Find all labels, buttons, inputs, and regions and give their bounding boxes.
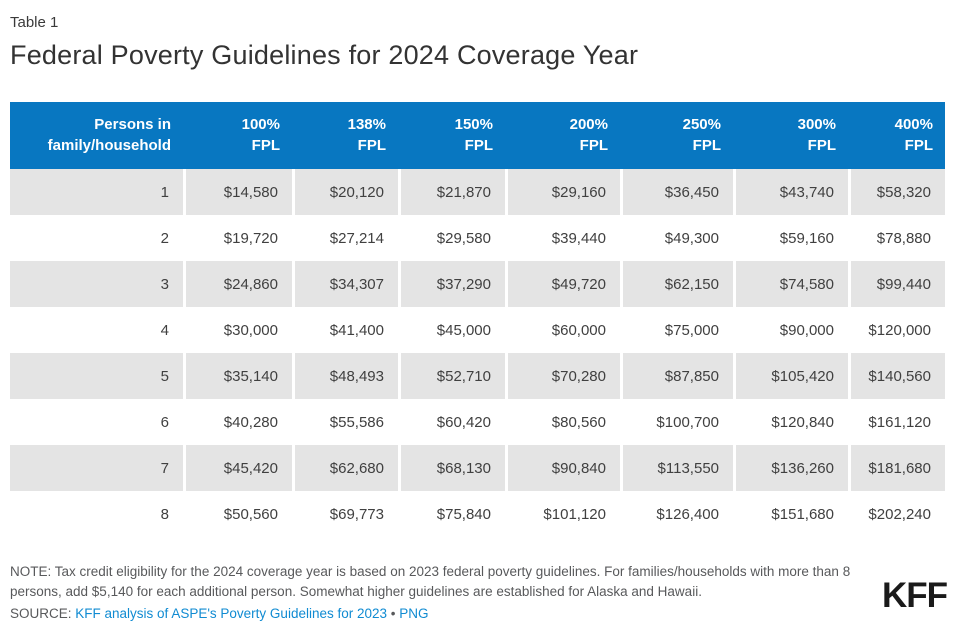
amount-cell: $62,680 (292, 445, 398, 491)
table-row: 3 $24,860 $34,307 $37,290 $49,720 $62,150 $74,… (10, 261, 945, 307)
column-header-7: 400% FPL (848, 102, 945, 169)
amount-cell: $80,560 (505, 399, 620, 445)
amount-cell: $49,300 (620, 215, 733, 261)
persons-cell: 2 (10, 215, 183, 261)
persons-cell: 6 (10, 399, 183, 445)
table-row: 1 $14,580 $20,120 $21,870 $29,160 $36,450 $43,… (10, 169, 945, 215)
amount-cell: $37,290 (398, 261, 505, 307)
persons-cell: 1 (10, 169, 183, 215)
amount-cell: $52,710 (398, 353, 505, 399)
amount-cell: $55,586 (292, 399, 398, 445)
amount-cell: $34,307 (292, 261, 398, 307)
persons-cell: 8 (10, 491, 183, 537)
amount-cell: $100,700 (620, 399, 733, 445)
table-row: 6 $40,280 $55,586 $60,420 $80,560 $100,700 $12… (10, 399, 945, 445)
amount-cell: $113,550 (620, 445, 733, 491)
column-header-6: 300% FPL (733, 102, 848, 169)
amount-cell: $75,000 (620, 307, 733, 353)
amount-cell: $126,400 (620, 491, 733, 537)
amount-cell: $14,580 (183, 169, 292, 215)
table-row: 2 $19,720 $27,214 $29,580 $39,440 $49,300 $59,… (10, 215, 945, 261)
column-header-1: 100% FPL (183, 102, 292, 169)
amount-cell: $29,160 (505, 169, 620, 215)
amount-cell: $45,420 (183, 445, 292, 491)
column-header-0: Persons in family/household (10, 102, 183, 169)
amount-cell: $99,440 (848, 261, 945, 307)
amount-cell: $120,000 (848, 307, 945, 353)
amount-cell: $36,450 (620, 169, 733, 215)
source-label: SOURCE: (10, 606, 72, 621)
amount-cell: $90,840 (505, 445, 620, 491)
persons-cell: 4 (10, 307, 183, 353)
persons-cell: 7 (10, 445, 183, 491)
amount-cell: $20,120 (292, 169, 398, 215)
amount-cell: $19,720 (183, 215, 292, 261)
amount-cell: $49,720 (505, 261, 620, 307)
amount-cell: $181,680 (848, 445, 945, 491)
amount-cell: $30,000 (183, 307, 292, 353)
amount-cell: $41,400 (292, 307, 398, 353)
amount-cell: $60,000 (505, 307, 620, 353)
table-header: Persons in family/household 100% FPL 138% … (10, 102, 945, 169)
amount-cell: $68,130 (398, 445, 505, 491)
table-row: 8 $50,560 $69,773 $75,840 $101,120 $126,400 $1… (10, 491, 945, 537)
footer: NOTE: Tax credit eligibility for the 202… (10, 562, 945, 624)
note-text: NOTE: Tax credit eligibility for the 202… (10, 564, 851, 599)
png-link[interactable]: PNG (399, 606, 429, 621)
table-row: 4 $30,000 $41,400 $45,000 $60,000 $75,000 $90,… (10, 307, 945, 353)
kff-logo: KFF (881, 576, 948, 615)
source-line: SOURCE: KFF analysis of ASPE's Poverty G… (10, 604, 945, 624)
amount-cell: $27,214 (292, 215, 398, 261)
amount-cell: $48,493 (292, 353, 398, 399)
amount-cell: $35,140 (183, 353, 292, 399)
column-header-5: 250% FPL (620, 102, 733, 169)
amount-cell: $202,240 (848, 491, 945, 537)
table-label: Table 1 (10, 14, 59, 31)
table-row: 7 $45,420 $62,680 $68,130 $90,840 $113,550 $13… (10, 445, 945, 491)
amount-cell: $75,840 (398, 491, 505, 537)
amount-cell: $90,000 (733, 307, 848, 353)
column-header-2: 138% FPL (292, 102, 398, 169)
table-header-row: Persons in family/household 100% FPL 138% … (10, 102, 945, 169)
amount-cell: $45,000 (398, 307, 505, 353)
amount-cell: $101,120 (505, 491, 620, 537)
amount-cell: $43,740 (733, 169, 848, 215)
amount-cell: $50,560 (183, 491, 292, 537)
amount-cell: $39,440 (505, 215, 620, 261)
amount-cell: $120,840 (733, 399, 848, 445)
persons-cell: 3 (10, 261, 183, 307)
amount-cell: $40,280 (183, 399, 292, 445)
separator-dot: • (390, 606, 396, 621)
amount-cell: $136,260 (733, 445, 848, 491)
amount-cell: $161,120 (848, 399, 945, 445)
amount-cell: $105,420 (733, 353, 848, 399)
source-link[interactable]: KFF analysis of ASPE's Poverty Guideline… (75, 606, 388, 621)
amount-cell: $21,870 (398, 169, 505, 215)
amount-cell: $29,580 (398, 215, 505, 261)
amount-cell: $59,160 (733, 215, 848, 261)
amount-cell: $62,150 (620, 261, 733, 307)
amount-cell: $24,860 (183, 261, 292, 307)
column-header-4: 200% FPL (505, 102, 620, 169)
fpl-guidelines-table: Persons in family/household 100% FPL 138% … (10, 102, 945, 537)
column-header-3: 150% FPL (398, 102, 505, 169)
amount-cell: $78,880 (848, 215, 945, 261)
amount-cell: $151,680 (733, 491, 848, 537)
amount-cell: $70,280 (505, 353, 620, 399)
amount-cell: $58,320 (848, 169, 945, 215)
table-body: 1 $14,580 $20,120 $21,870 $29,160 $36,450 $43,… (10, 169, 945, 537)
amount-cell: $140,560 (848, 353, 945, 399)
page-title: Federal Poverty Guidelines for 2024 Cove… (10, 40, 639, 70)
table-row: 5 $35,140 $48,493 $52,710 $70,280 $87,850 $105… (10, 353, 945, 399)
amount-cell: $74,580 (733, 261, 848, 307)
persons-cell: 5 (10, 353, 183, 399)
amount-cell: $60,420 (398, 399, 505, 445)
amount-cell: $69,773 (292, 491, 398, 537)
amount-cell: $87,850 (620, 353, 733, 399)
